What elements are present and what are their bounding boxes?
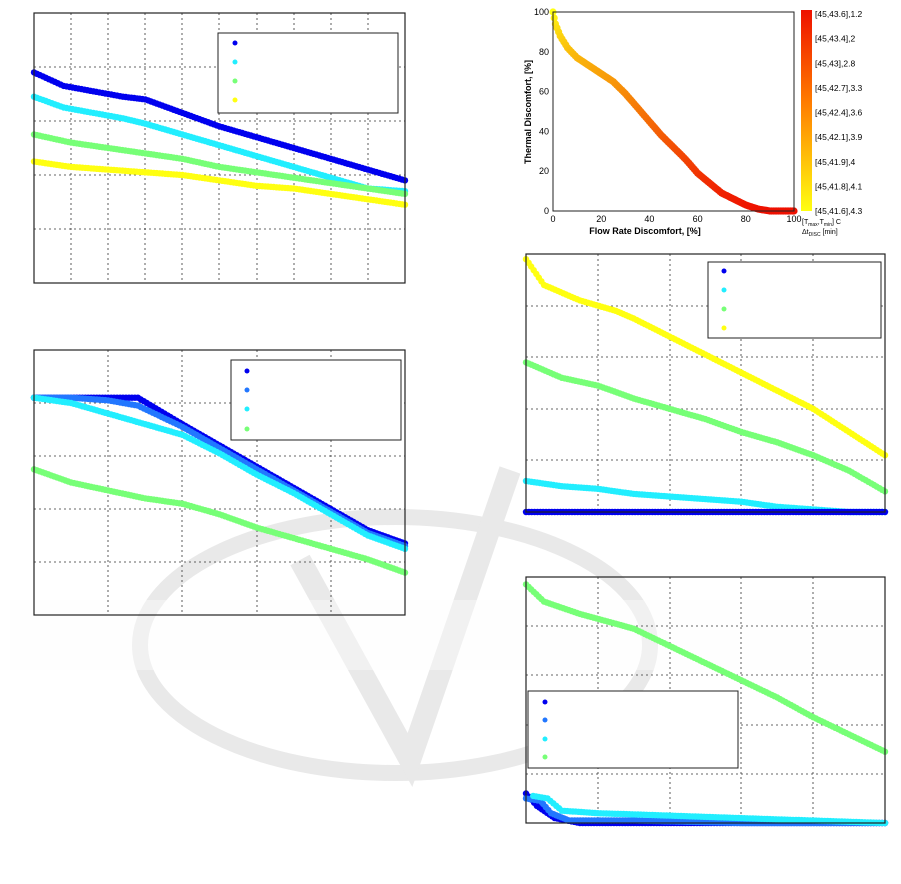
- x-axis-label: Flow Rate Discomfort, [%]: [589, 226, 701, 236]
- legend-marker: [721, 268, 727, 274]
- grid-middle-right: [526, 254, 885, 512]
- plot-frame-middle-right: [525, 253, 886, 513]
- legend-marker: [244, 387, 250, 393]
- y-tick-label: 60: [539, 87, 549, 97]
- y-tick-label: 100: [534, 7, 549, 17]
- legend-marker: [542, 754, 548, 760]
- chart-top-left: [30, 12, 409, 284]
- legend-marker: [542, 717, 548, 723]
- colorbar-tick-label: [45,42.4],3.6: [815, 108, 863, 118]
- y-tick-label: 80: [539, 47, 549, 57]
- legend-marker: [721, 287, 727, 293]
- colorbar-title: [Tmax,Tmin] C: [802, 219, 841, 228]
- colorbar-tick-label: [45,42.7],3.3: [815, 83, 863, 93]
- legend-marker: [244, 406, 250, 412]
- plot-frame-top-right: [552, 11, 795, 212]
- y-tick-label: 40: [539, 126, 549, 136]
- colorbar: [45,43.6],1.2 [45,43.4],2 [45,43],2.8 [45,4…: [801, 9, 863, 238]
- x-tick-label: 80: [741, 214, 751, 224]
- x-tick-label: 40: [644, 214, 654, 224]
- colorbar-labels: [45,43.6],1.2 [45,43.4],2 [45,43],2.8 [45,4…: [815, 9, 863, 216]
- chart-bottom-right: [522, 576, 889, 827]
- legend-marker: [244, 368, 250, 374]
- colorbar-tick-label: [45,42.1],3.9: [815, 132, 863, 142]
- legend-marker: [232, 40, 238, 46]
- y-tick-label: 0: [544, 206, 549, 216]
- colorbar-tick-label: [45,43.6],1.2: [815, 9, 863, 19]
- plot-frame-bottom-left: [33, 349, 406, 616]
- publisher-watermark: [10, 466, 890, 788]
- colorbar-tick-label: [45,41.8],4.1: [815, 181, 863, 191]
- y-axis-label: Thermal Discomfort, [%]: [523, 60, 533, 164]
- series-marks-bottom-right: [522, 581, 889, 827]
- legend-marker: [542, 736, 548, 742]
- legend-marker: [244, 426, 250, 432]
- axis-ticks-top-right: 0 20 40 60 80 100 0 20 40 60 80 100: [534, 7, 802, 224]
- x-tick-label: 20: [596, 214, 606, 224]
- legend-marker: [721, 325, 727, 331]
- legend-marker: [542, 699, 548, 705]
- series-marks-top-right: [549, 8, 798, 215]
- x-tick-label: 100: [786, 214, 801, 224]
- data-point: [550, 14, 558, 22]
- chart-middle-right: [522, 253, 889, 516]
- colorbar-tick-label: [45,41.9],4: [815, 157, 855, 167]
- grid-bottom-left: [34, 350, 405, 615]
- chart-bottom-left: [30, 349, 409, 616]
- colorbar-subtitle: ΔtDISC [min]: [802, 229, 838, 238]
- legend-top-left: [217, 32, 399, 114]
- plot-frame-top-left: [33, 12, 406, 284]
- colorbar-scale: [801, 10, 812, 211]
- legend-marker: [721, 306, 727, 312]
- x-tick-label: 0: [550, 214, 555, 224]
- plot-frame-bottom-right: [525, 576, 886, 824]
- legend-bottom-right: [527, 690, 739, 769]
- legend-middle-right: [707, 261, 882, 339]
- colorbar-tick-label: [45,41.6],4.3: [815, 206, 863, 216]
- y-tick-label: 20: [539, 166, 549, 176]
- legend-marker: [232, 59, 238, 65]
- legend-marker: [232, 78, 238, 84]
- chart-top-right: 0 20 40 60 80 100 0 20 40 60 80 100 Flow Rate Disco…: [523, 7, 863, 238]
- series-marks-top-left: [30, 69, 409, 208]
- series-marks-bottom-left: [30, 394, 409, 576]
- x-tick-label: 60: [693, 214, 703, 224]
- legend-marker: [232, 97, 238, 103]
- legend-bottom-left: [230, 359, 402, 441]
- colorbar-tick-label: [45,43.4],2: [815, 34, 855, 44]
- series-marks-middle-right: [522, 256, 889, 516]
- colorbar-tick-label: [45,43],2.8: [815, 58, 855, 68]
